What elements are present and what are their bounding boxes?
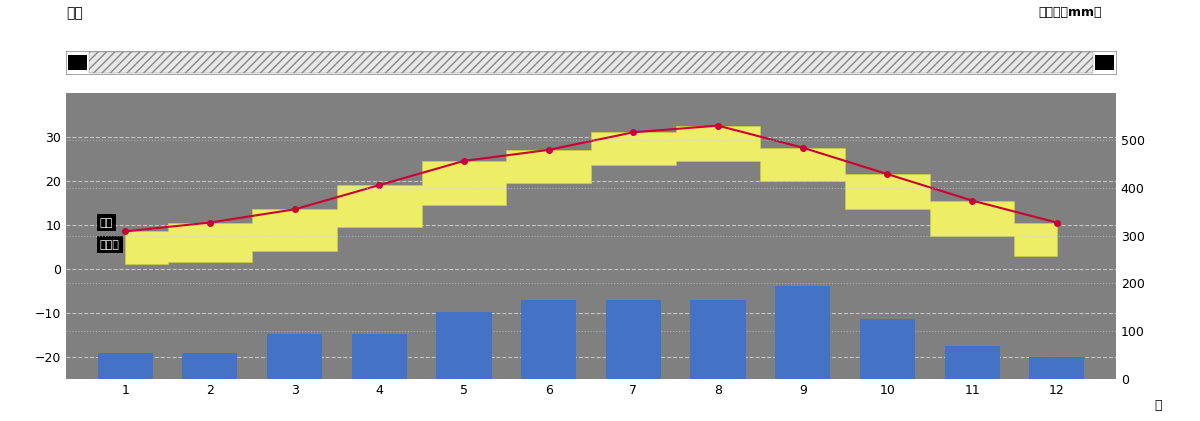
Bar <box>775 286 830 379</box>
Bar <box>860 319 914 379</box>
Text: 気温: 気温 <box>100 218 113 227</box>
Bar <box>182 353 238 379</box>
Bar <box>1096 55 1114 69</box>
Text: 気温: 気温 <box>66 6 83 20</box>
Text: 降水量: 降水量 <box>100 240 120 250</box>
Bar <box>521 300 576 379</box>
Bar <box>944 346 1000 379</box>
Bar <box>606 300 661 379</box>
Bar <box>1030 357 1085 379</box>
X-axis label: 月: 月 <box>1154 399 1162 412</box>
Bar <box>268 333 322 379</box>
Bar <box>68 55 86 69</box>
Bar <box>352 333 407 379</box>
Bar <box>97 353 152 379</box>
Bar <box>437 312 492 379</box>
Text: 降水量（mm）: 降水量（mm） <box>1038 6 1102 19</box>
Bar <box>690 300 745 379</box>
